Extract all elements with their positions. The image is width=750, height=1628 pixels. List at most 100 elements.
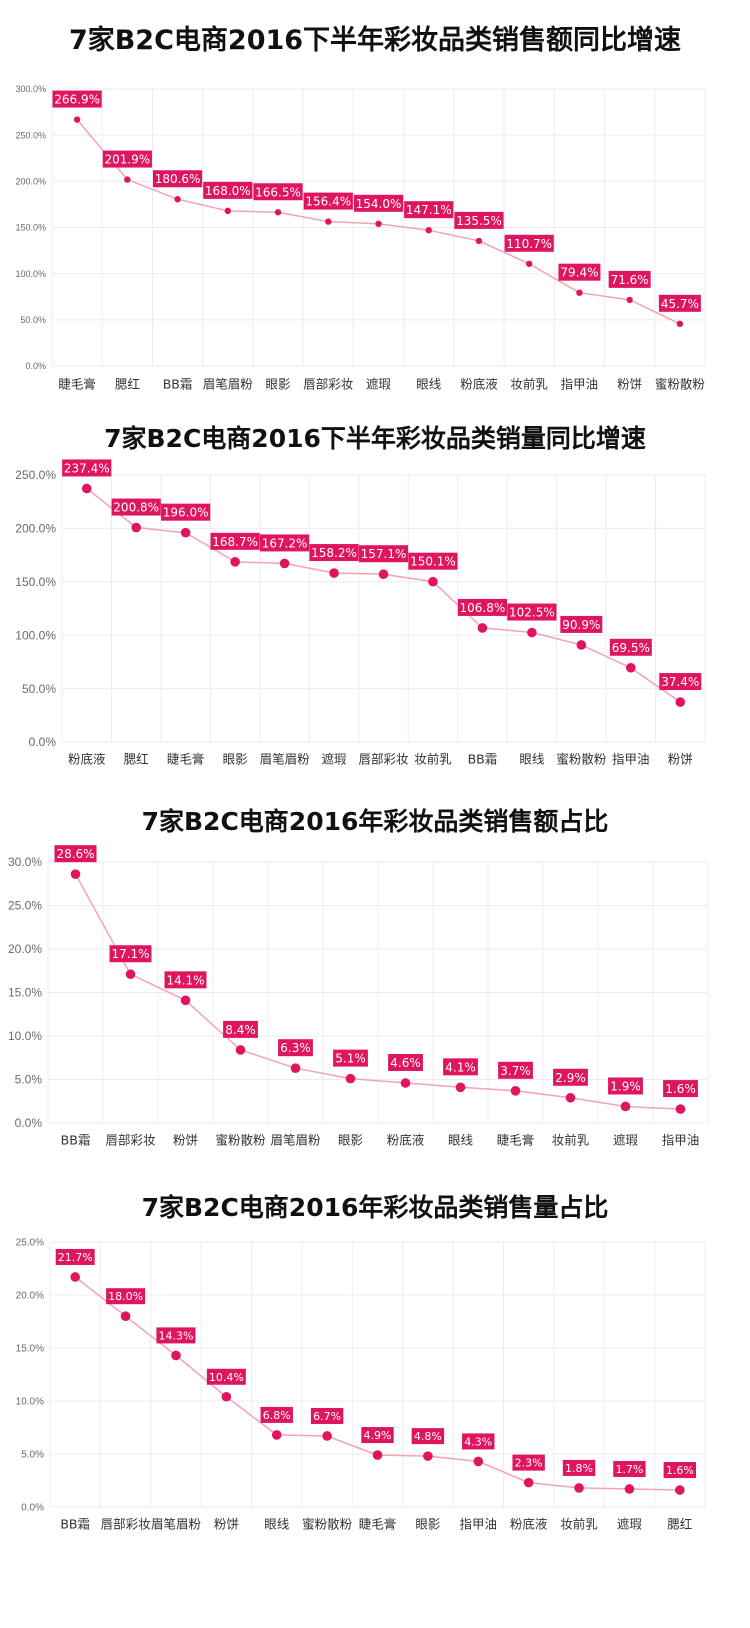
data-label: 2.9% <box>555 1071 586 1085</box>
data-label-background <box>210 532 260 550</box>
data-label: 1.6% <box>665 1082 696 1096</box>
data-point <box>423 1451 433 1461</box>
y-tick-label: 100.0% <box>15 269 46 279</box>
category-label: BB霜 <box>61 1132 91 1147</box>
data-label: 106.8% <box>460 601 506 615</box>
data-label-background <box>55 1248 95 1265</box>
category-label: 粉底液 <box>387 1132 425 1147</box>
data-label-background <box>164 971 207 989</box>
data-point <box>279 558 290 569</box>
category-label: 眉笔眉粉 <box>260 751 311 766</box>
data-label: 166.5% <box>255 185 301 199</box>
series-line <box>74 873 681 1110</box>
data-point <box>322 1431 332 1441</box>
y-tick-label: 25.0% <box>16 1238 44 1249</box>
data-label-background <box>102 150 152 168</box>
category-label: 眼线 <box>416 376 442 391</box>
data-point <box>345 1073 356 1084</box>
data-label: 4.1% <box>445 1060 476 1074</box>
data-label: 69.5% <box>612 641 650 655</box>
data-label: 4.8% <box>414 1430 442 1443</box>
data-point <box>576 640 587 650</box>
data-label: 156.4% <box>305 195 351 209</box>
data-label: 180.6% <box>155 172 201 186</box>
data-label-background <box>504 234 554 252</box>
data-label: 90.9% <box>562 618 600 632</box>
category-label: 指甲油 <box>460 1516 498 1531</box>
category-label: 睫毛膏 <box>497 1132 535 1147</box>
data-label: 1.6% <box>666 1464 694 1477</box>
data-label-background <box>609 638 652 656</box>
y-tick-label: 150.0% <box>15 575 56 589</box>
data-label-background <box>457 598 508 616</box>
category-label: 睫毛膏 <box>359 1516 397 1531</box>
data-label-background <box>260 1406 293 1423</box>
data-point <box>477 623 488 633</box>
data-point <box>70 869 81 879</box>
data-point <box>230 557 240 567</box>
data-point <box>271 1430 282 1440</box>
data-label-background <box>253 183 303 201</box>
data-point <box>73 116 81 123</box>
category-label: 遮瑕 <box>617 1516 643 1531</box>
y-tick-label: 150.0% <box>15 223 46 233</box>
data-point <box>475 237 483 245</box>
category-label: 妆前乳 <box>414 751 452 766</box>
chart-title: 7家B2C电商2016下半年彩妆品类销量同比增速 <box>104 424 646 453</box>
data-label-background <box>388 1053 423 1071</box>
category-label: 蜜粉散粉 <box>302 1516 353 1531</box>
grid <box>47 861 709 1124</box>
data-point <box>676 320 684 328</box>
y-tick-label: 10.0% <box>8 1029 42 1043</box>
chart-block-4: 7家B2C电商2016年彩妆品类销售量占比 0.0% 5.0% 10.0% 15.0%… <box>0 1160 750 1628</box>
grid <box>61 474 706 743</box>
y-tick-label: 20.0% <box>8 942 42 956</box>
data-point <box>400 1078 411 1088</box>
chart-block-1: 7家B2C电商2016下半年彩妆品类销售额同比增速 0.0% 50.0% 100.0… <box>0 0 750 395</box>
data-label: 21.7% <box>58 1251 93 1264</box>
chart-title: 7家B2C电商2016年彩妆品类销售量占比 <box>141 1193 609 1222</box>
data-label: 14.1% <box>166 973 204 987</box>
data-label: 237.4% <box>64 461 110 475</box>
y-tick-label: 15.0% <box>8 986 42 1000</box>
data-point <box>378 569 389 580</box>
data-label-background <box>663 1462 697 1479</box>
y-tick-label: 5.0% <box>15 1073 43 1087</box>
category-label: 腮红 <box>124 751 149 766</box>
y-tick-label: 25.0% <box>8 899 42 913</box>
data-point <box>274 209 282 216</box>
y-tick-label: 250.0% <box>15 468 56 482</box>
category-label: 眉笔眉粉 <box>203 376 254 391</box>
data-point <box>180 995 191 1006</box>
category-label: BB霜 <box>60 1516 90 1531</box>
data-label-background <box>310 1407 344 1424</box>
category-label: 唇部彩妆 <box>105 1132 155 1147</box>
category-label: 蜜粉散粉 <box>655 376 706 391</box>
category-label: 唇部彩妆 <box>101 1516 151 1531</box>
data-label: 6.7% <box>313 1410 341 1423</box>
category-label: 指甲油 <box>561 376 599 391</box>
data-label: 168.7% <box>212 535 258 549</box>
data-label: 4.3% <box>464 1435 492 1448</box>
data-label: 45.7% <box>661 297 699 311</box>
data-label-background <box>454 211 504 229</box>
category-label: 蜜粉散粉 <box>215 1132 266 1147</box>
data-label-background <box>411 1428 445 1445</box>
category-label: 唇部彩妆 <box>303 376 353 391</box>
category-label: 指甲油 <box>612 751 650 766</box>
data-label: 5.1% <box>335 1052 366 1066</box>
category-label: 粉底液 <box>460 376 498 391</box>
data-label-background <box>203 181 253 199</box>
y-tick-label: 0.0% <box>15 1116 43 1130</box>
data-point <box>675 1485 685 1495</box>
data-label-background <box>54 845 97 863</box>
data-point <box>180 527 191 538</box>
data-label-background <box>443 1058 478 1076</box>
data-label-background <box>152 170 203 188</box>
data-label: 200.8% <box>113 501 159 515</box>
data-label: 8.4% <box>225 1023 256 1037</box>
data-label-background <box>353 194 404 212</box>
data-label: 168.0% <box>205 184 251 198</box>
data-label-background <box>498 1061 533 1079</box>
y-tick-label: 250.0% <box>15 130 46 140</box>
